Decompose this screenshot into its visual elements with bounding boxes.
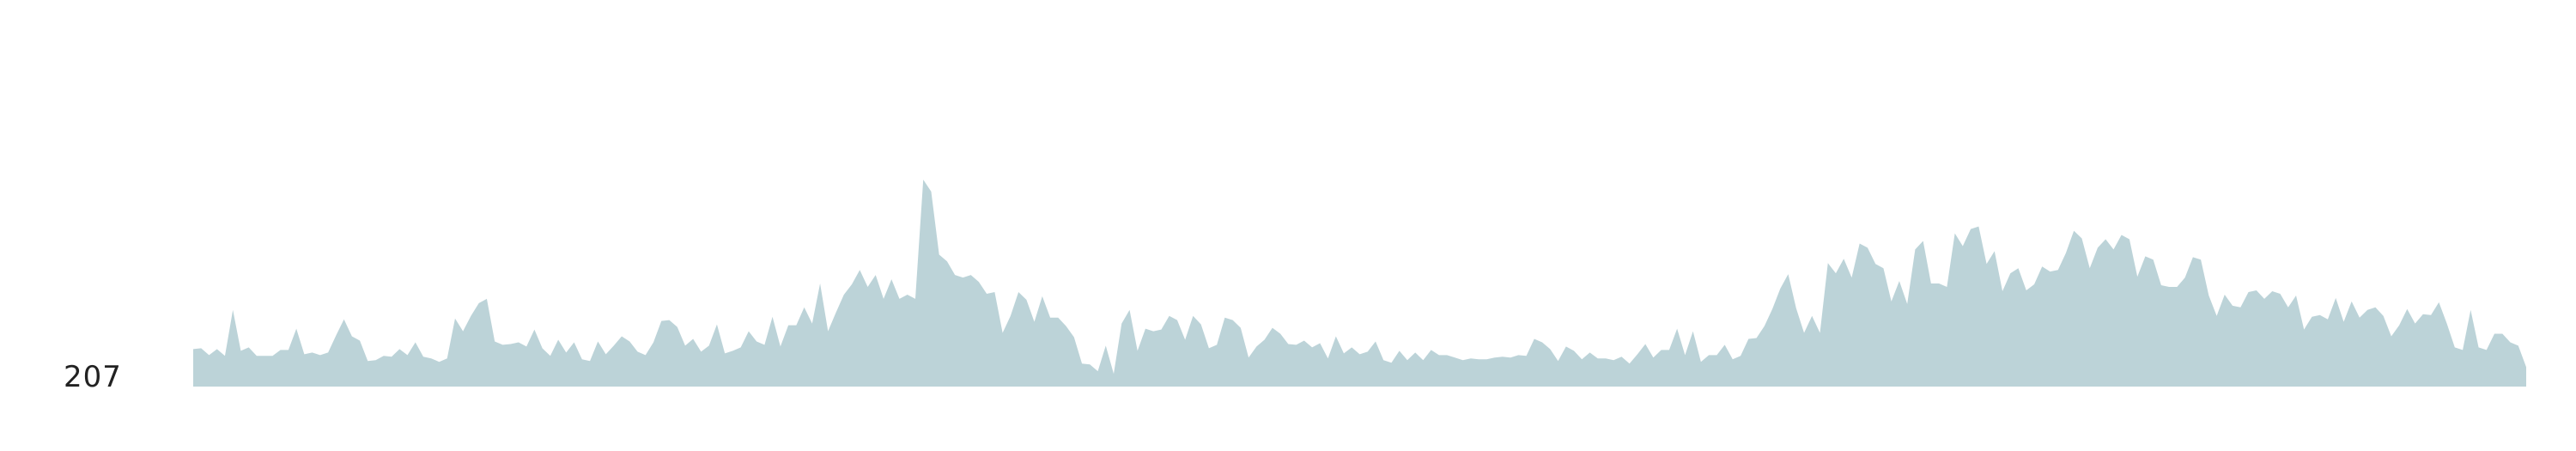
area-series-layer	[193, 180, 2526, 387]
area-series	[193, 180, 2526, 387]
y-min-label: 207	[64, 360, 122, 394]
